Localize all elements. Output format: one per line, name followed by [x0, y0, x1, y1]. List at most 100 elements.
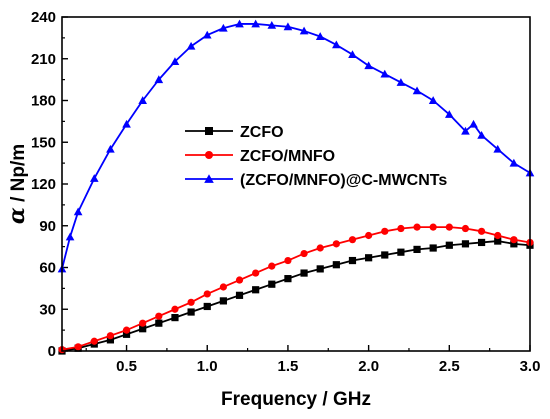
x-tick-label: 2.0: [358, 358, 379, 375]
data-point: [494, 231, 502, 240]
data-point: [428, 96, 438, 104]
data-point: [469, 119, 478, 128]
data-point: [364, 61, 373, 70]
data-point: [203, 302, 211, 311]
data-point: [461, 126, 470, 135]
data-point: [65, 232, 75, 241]
data-point: [315, 32, 325, 40]
data-point: [316, 265, 324, 273]
data-point: [332, 240, 340, 248]
data-point: [154, 75, 164, 84]
data-point: [316, 244, 324, 252]
x-tick-label: 3.0: [520, 358, 541, 375]
data-point: [332, 40, 341, 49]
series-1: [58, 237, 534, 355]
data-point: [397, 224, 405, 233]
data-point: [251, 19, 260, 28]
data-point: [252, 269, 260, 277]
x-axis-title: Frequency / GHz: [221, 389, 371, 410]
y-tick-label: 30: [39, 301, 56, 318]
data-point: [122, 119, 131, 128]
series-line: [61, 226, 531, 351]
series-3: [57, 19, 535, 273]
data-point: [332, 261, 340, 269]
data-point: [186, 41, 196, 50]
data-point: [219, 297, 227, 305]
x-tick-label: 1.0: [197, 358, 218, 375]
legend-marker: [204, 174, 214, 183]
series-2: [58, 223, 534, 354]
data-point: [187, 298, 195, 306]
data-point: [106, 332, 115, 340]
data-point: [510, 236, 518, 244]
data-point: [203, 290, 211, 298]
y-tick-label: 90: [39, 218, 56, 235]
legend-item: ZCFO/MNFO: [185, 148, 335, 165]
data-point: [461, 240, 470, 248]
x-tick-label: 1.5: [278, 358, 299, 375]
legend-marker: [205, 127, 213, 135]
data-point: [413, 245, 421, 254]
legend-label: ZCFO: [240, 124, 284, 141]
data-point: [252, 286, 260, 294]
data-point: [155, 319, 163, 327]
legend-label: ZCFO/MNFO: [240, 148, 335, 165]
legend-item: ZCFO: [185, 124, 284, 141]
y-tick-label: 0: [48, 343, 56, 360]
data-point: [106, 336, 115, 344]
data-point: [73, 207, 83, 216]
x-tick-labels: 0.5 1.0 1.5 2.0 2.5 3.0: [116, 358, 540, 375]
data-point: [300, 269, 308, 277]
data-point: [477, 130, 486, 139]
data-point: [171, 314, 179, 322]
data-point: [283, 22, 293, 31]
data-point: [381, 227, 389, 235]
data-point: [444, 110, 454, 118]
legend-item: (ZCFO/MNFO)@C-MWCNTs: [185, 172, 447, 189]
data-point: [413, 223, 421, 231]
data-point: [155, 312, 163, 320]
data-point: [477, 227, 486, 235]
data-point: [461, 224, 470, 233]
data-point: [494, 237, 502, 245]
data-point: [267, 21, 277, 29]
x-tick-label: 0.5: [116, 358, 137, 375]
data-point: [429, 244, 437, 252]
y-tick-labels: 0 30 60 90 120 150 180 210 240: [31, 9, 56, 360]
data-point: [139, 325, 147, 333]
data-point: [365, 254, 373, 262]
data-point: [235, 276, 244, 284]
data-point: [348, 50, 357, 59]
legend: ZCFO ZCFO/MNFO (ZCFO/MNFO)@C-MWCNTs: [185, 124, 447, 189]
y-tick-label: 210: [31, 51, 56, 68]
data-point: [268, 280, 276, 288]
y-axis-symbol: α: [4, 207, 30, 224]
data-point: [74, 343, 82, 351]
data-point: [299, 26, 309, 35]
data-point: [235, 291, 244, 299]
data-point: [445, 223, 453, 231]
data-point: [348, 256, 357, 265]
legend-label: (ZCFO/MNFO)@C-MWCNTs: [240, 172, 447, 189]
data-point: [170, 57, 180, 65]
data-point: [284, 256, 292, 265]
data-point: [412, 86, 422, 95]
data-point: [396, 78, 406, 86]
plot-frame: [61, 16, 531, 352]
data-point: [219, 23, 228, 32]
y-tick-label: 240: [31, 9, 56, 26]
y-tick-label: 120: [31, 176, 56, 193]
data-point: [397, 248, 405, 256]
data-point: [235, 19, 244, 28]
data-point: [122, 330, 131, 338]
data-point: [509, 158, 519, 167]
data-point: [445, 241, 453, 249]
data-point: [510, 240, 518, 248]
data-point: [106, 144, 115, 153]
data-point: [300, 249, 308, 258]
data-point: [90, 337, 98, 345]
data-point: [348, 236, 357, 244]
data-point: [138, 96, 148, 104]
data-point: [429, 223, 437, 231]
